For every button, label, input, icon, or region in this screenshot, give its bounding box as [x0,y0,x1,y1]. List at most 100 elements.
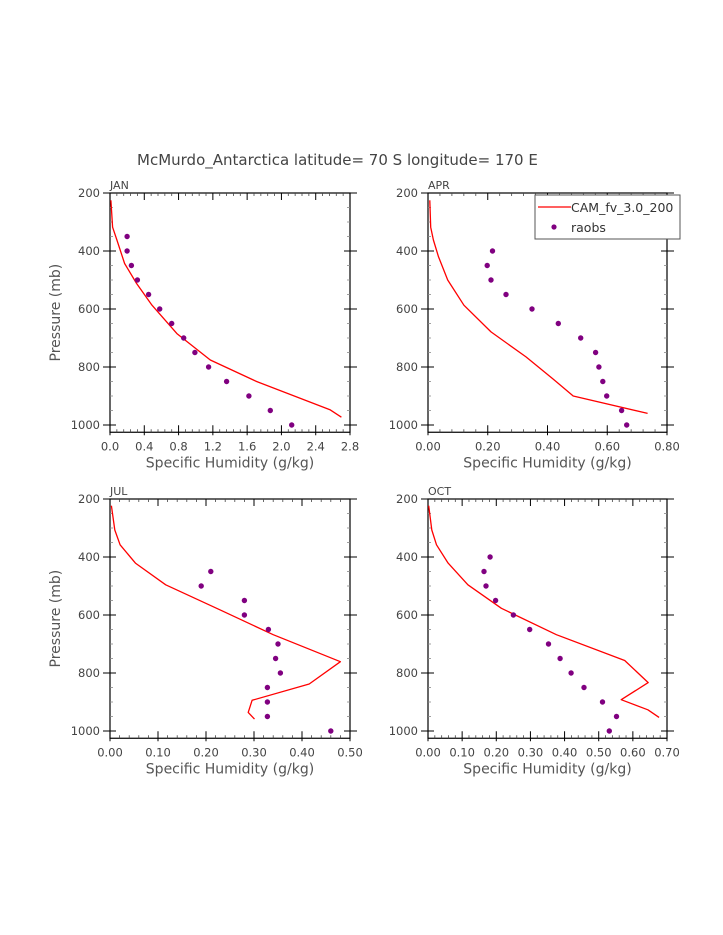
y-tick-label: 400 [78,550,100,564]
x-tick-label: 0.50 [337,745,363,759]
y-tick-label: 200 [396,186,418,200]
x-tick-label: 0.50 [586,745,612,759]
obs-point [241,597,248,604]
obs-point [489,248,496,254]
x-tick-label: 0.10 [449,745,475,759]
x-tick-label: 0.4 [135,439,153,453]
x-tick-label: 0.20 [483,745,509,759]
obs-point [555,320,561,327]
panel-jan: JAN 0.0 0.4 0.8 1.2 1.6 2.0 2.4 2.8 200 400 600 800 1… [48,179,359,471]
panel-label: OCT [428,485,451,498]
panel-label: JAN [109,179,129,192]
obs-point [145,291,152,298]
obs-point [223,378,230,385]
y-tick-label: 600 [396,608,418,622]
obs-point [169,320,175,327]
x-tick-label: 0.70 [654,745,680,759]
obs-point [208,568,214,575]
y-tick-label: 400 [396,550,418,564]
obs-point [277,670,284,676]
panel-oct: OCT 0.00 0.10 0.20 0.30 0.40 0.50 0.60 0.70 200 40… [389,485,680,777]
x-tick-label: 0.30 [518,745,544,759]
obs-point [246,393,252,399]
plot-frame [427,498,668,739]
obs-point [198,583,204,589]
x-tick-label: 0.20 [475,439,501,453]
x-tick-label: 0.00 [415,745,441,759]
plot-frame [109,498,351,739]
obs-point [192,349,198,356]
y-tick-label: 800 [78,666,100,680]
model-series-line [429,200,648,415]
legend-obs-label: raobs [571,220,606,235]
obs-point [606,728,612,734]
obs-point [581,684,587,691]
obs-point [604,393,610,399]
x-tick-label: 0.40 [289,745,315,759]
obs-point [487,554,493,560]
model-series-line [110,505,342,720]
x-tick-label: 0.80 [654,439,680,453]
x-tick-label: 0.60 [594,439,620,453]
obs-point [557,655,563,662]
x-tick-label: 1.6 [238,439,256,453]
x-tick-label: 0.8 [169,439,187,453]
obs-point [265,626,272,633]
y-tick-label: 1000 [389,724,418,738]
y-axis-label: Pressure (mb) [48,570,64,668]
x-tick-label: 0.30 [241,745,267,759]
obs-point [128,262,135,269]
panel-label: JUL [109,485,128,498]
obs-point [503,291,509,298]
obs-point [483,583,489,589]
x-tick-label: 0.10 [145,745,171,759]
obs-point [124,233,130,240]
y-tick-label: 200 [78,186,100,200]
obs-point [596,364,602,370]
y-tick-label: 200 [78,492,100,506]
legend-box [534,194,681,240]
obs-point [599,699,606,705]
figure-title: McMurdo_Antarctica latitude= 70 S longit… [137,151,538,170]
panel-label: APR [428,179,450,192]
y-tick-label: 200 [396,492,418,506]
x-tick-label: 0.20 [193,745,219,759]
x-tick-label: 0.00 [97,745,123,759]
obs-point [205,364,212,370]
y-tick-label: 1000 [389,418,418,432]
plot-frame [109,192,351,433]
y-tick-label: 600 [78,608,100,622]
obs-point [264,699,271,705]
y-tick-label: 800 [78,360,100,374]
y-axis-label: Pressure (mb) [48,264,64,362]
obs-point [613,713,620,720]
legend-model-label: CAM_fv_3.0_200 [571,200,673,215]
model-series-line [110,200,342,418]
x-tick-label: 2.4 [307,439,325,453]
obs-point [157,306,163,312]
panel-jul: JUL 0.00 0.10 0.20 0.30 0.40 0.50 200 400 600 800 1… [48,485,363,777]
obs-point [545,641,552,647]
obs-point [264,713,271,720]
x-axis-label: Specific Humidity (g/kg) [463,761,631,777]
obs-point [267,407,273,414]
x-tick-label: 0.00 [415,439,441,453]
y-tick-label: 1000 [71,418,100,432]
y-tick-label: 800 [396,360,418,374]
x-tick-label: 0.60 [620,745,646,759]
obs-point [275,641,281,647]
obs-point [527,626,533,633]
model-series-line [428,505,660,718]
obs-point [568,670,574,676]
x-tick-label: 0.0 [101,439,119,453]
legend-obs-marker [551,224,557,230]
x-axis-label: Specific Humidity (g/kg) [146,455,314,471]
obs-point [529,306,535,312]
obs-point [600,378,606,385]
x-tick-label: 0.40 [535,439,561,453]
obs-point [510,612,517,618]
obs-point [481,568,487,575]
obs-point [241,612,248,618]
obs-point [618,407,625,414]
